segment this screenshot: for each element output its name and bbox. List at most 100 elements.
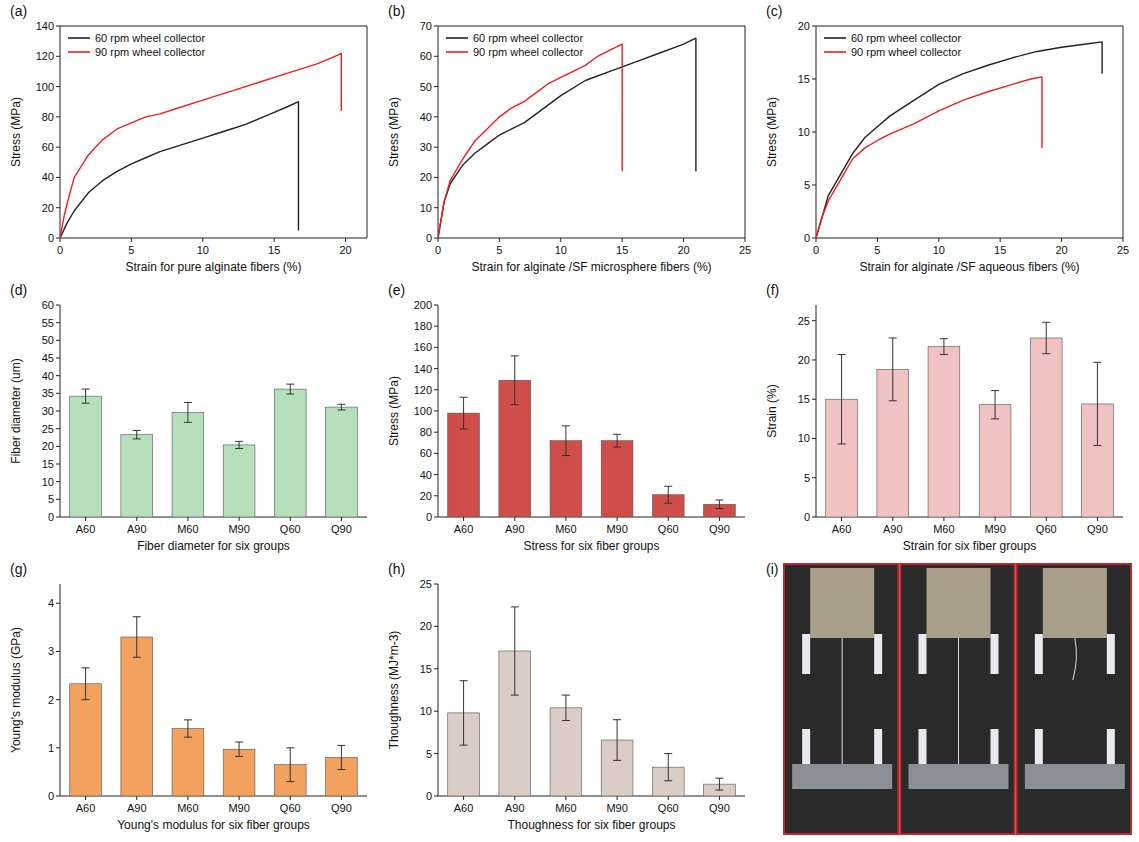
error-cap	[889, 400, 897, 401]
error-stem	[341, 745, 342, 769]
error-bar	[235, 742, 243, 756]
error-stem	[136, 617, 137, 657]
x-tick-label: A90	[127, 802, 147, 814]
x-axis	[438, 238, 745, 239]
panel-label: (b)	[388, 3, 405, 19]
x-tick-label: Q60	[280, 523, 301, 535]
error-stem	[239, 742, 240, 756]
bar	[928, 347, 960, 517]
y-axis-title: Strain (%)	[765, 384, 779, 437]
y-tick	[56, 747, 60, 748]
error-bar	[664, 486, 672, 503]
y-tick	[434, 584, 438, 585]
y-tick	[56, 499, 60, 500]
legend: 60 rpm wheel collector90 rpm wheel colle…	[824, 32, 961, 58]
bar	[274, 389, 306, 517]
error-stem	[719, 778, 720, 790]
paper-tab	[1035, 729, 1043, 769]
error-bar	[511, 607, 519, 695]
y-tick	[56, 238, 60, 239]
x-tick	[745, 238, 746, 242]
bar	[223, 749, 255, 796]
legend-label: 60 rpm wheel collector	[95, 32, 205, 44]
error-cap	[337, 409, 345, 410]
y-tick	[56, 26, 60, 27]
x-tick-label: 0	[57, 244, 63, 256]
bar	[121, 435, 153, 517]
bar	[448, 413, 480, 517]
y-tick	[434, 474, 438, 475]
y-tick	[434, 26, 438, 27]
photo	[1017, 564, 1131, 834]
error-cap	[613, 447, 621, 448]
panel-label: (f)	[766, 282, 779, 298]
error-stem	[943, 339, 944, 355]
frame	[745, 26, 746, 238]
x-tick	[719, 796, 720, 800]
y-tick-label: 140	[36, 20, 54, 32]
error-bar	[337, 745, 345, 769]
y-tick	[56, 116, 60, 117]
y-tick-label: 25	[42, 423, 54, 435]
y-tick	[812, 320, 816, 321]
panel-label: (h)	[388, 561, 405, 577]
y-tick	[812, 79, 816, 80]
y-tick	[812, 132, 816, 133]
y-tick-label: 20	[420, 620, 432, 632]
y-tick	[434, 147, 438, 148]
figure: (a)02040608010012014005101520Strain for …	[0, 0, 1139, 842]
y-tick	[434, 326, 438, 327]
y-tick	[434, 389, 438, 390]
error-cap	[562, 695, 570, 696]
photo	[900, 564, 1014, 834]
panel-label: (d)	[10, 282, 27, 298]
series-line	[60, 102, 298, 238]
plot-area	[448, 607, 736, 796]
y-tick-label: 0	[48, 232, 54, 244]
x-axis-title: Young's modulus for six fiber groups	[117, 818, 310, 832]
error-stem	[463, 397, 464, 429]
x-tick	[463, 517, 464, 521]
error-cap	[286, 394, 294, 395]
x-tick	[841, 517, 842, 521]
legend-swatch	[446, 51, 468, 53]
error-cap	[337, 769, 345, 770]
x-tick-label: Q90	[709, 523, 730, 535]
x-tick-label: A60	[454, 523, 474, 535]
x-tick	[187, 517, 188, 521]
x-tick	[290, 517, 291, 521]
y-axis-title: Young's modulus (GPa)	[9, 627, 23, 753]
error-stem	[290, 748, 291, 782]
x-axis	[816, 238, 1123, 239]
y-tick-label: 35	[42, 387, 54, 399]
y-tick-label: 10	[420, 202, 432, 214]
y-axis-title: Fiber diameter (um)	[9, 358, 23, 463]
error-stem	[668, 754, 669, 781]
error-cap	[133, 430, 141, 431]
error-stem	[187, 403, 188, 423]
error-stem	[565, 695, 566, 720]
error-cap	[664, 503, 672, 504]
x-axis-title: Stress for six fiber groups	[523, 539, 659, 553]
series-line	[438, 38, 696, 238]
legend-swatch	[446, 37, 468, 39]
x-tick-label: 25	[739, 244, 751, 256]
error-cap	[235, 441, 243, 442]
error-bar	[562, 695, 570, 720]
error-bar	[715, 500, 723, 508]
x-tick-label: Q90	[709, 802, 730, 814]
x-tick	[345, 238, 346, 242]
x-tick	[514, 517, 515, 521]
error-bar	[235, 441, 243, 448]
y-tick	[56, 464, 60, 465]
x-tick-label: M60	[555, 802, 576, 814]
error-cap	[940, 354, 948, 355]
x-tick-label: M90	[984, 523, 1005, 535]
error-cap	[337, 404, 345, 405]
x-tick	[892, 517, 893, 521]
x-axis	[816, 517, 1123, 518]
y-tick-label: 10	[798, 126, 810, 138]
error-stem	[85, 389, 86, 403]
y-tick	[812, 438, 816, 439]
x-tick	[187, 796, 188, 800]
